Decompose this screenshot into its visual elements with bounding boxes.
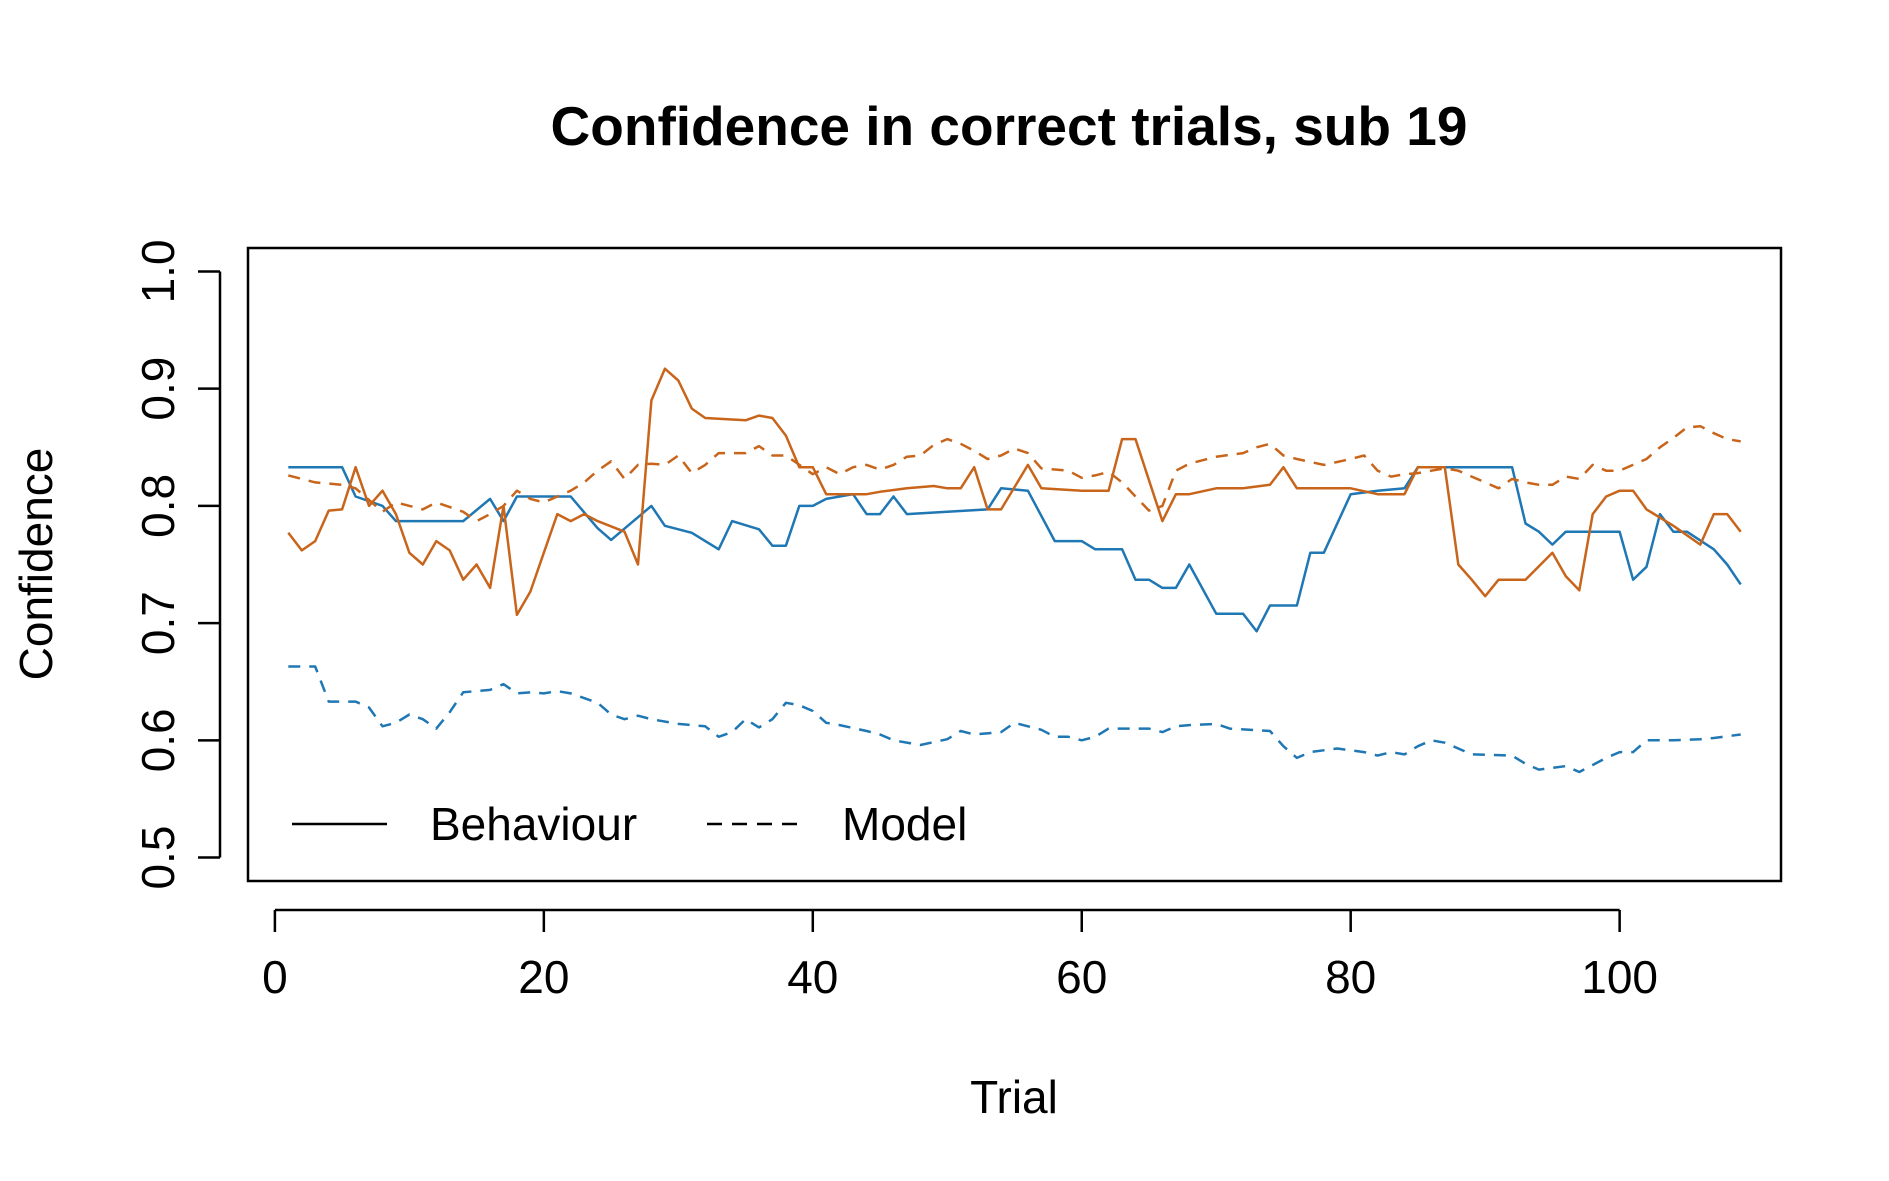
- x-tick-label: 0: [262, 951, 288, 1003]
- y-axis-label: Confidence: [10, 448, 62, 681]
- y-tick-label: 1.0: [132, 239, 184, 303]
- x-axis: 0 20 40 60 80 100: [262, 908, 1658, 1003]
- y-tick-label: 0.7: [132, 591, 184, 655]
- y-axis: 0.5 0.6 0.7 0.8 0.9 1.0: [132, 239, 222, 890]
- y-tick-label: 0.6: [132, 708, 184, 772]
- x-tick-label: 40: [787, 951, 838, 1003]
- plot-frame: [246, 246, 1783, 883]
- series-layer: [287, 367, 1742, 774]
- legend-label-behaviour: Behaviour: [430, 798, 637, 850]
- y-tick-label: 0.9: [132, 357, 184, 421]
- legend-label-model: Model: [842, 798, 967, 850]
- chart-title: Confidence in correct trials, sub 19: [551, 95, 1468, 157]
- legend: Behaviour Model: [292, 798, 967, 850]
- y-tick-label: 0.8: [132, 474, 184, 538]
- x-tick-label: 60: [1056, 951, 1107, 1003]
- y-tick-label: 0.5: [132, 826, 184, 890]
- x-axis-label: Trial: [970, 1071, 1058, 1123]
- series-line-3: [288, 665, 1741, 774]
- series-line-1: [288, 465, 1742, 633]
- x-tick-label: 20: [518, 951, 569, 1003]
- x-tick-label: 100: [1581, 951, 1658, 1003]
- x-tick-label: 80: [1325, 951, 1376, 1003]
- series-line-2: [287, 367, 1742, 617]
- series-line-4: [287, 424, 1741, 523]
